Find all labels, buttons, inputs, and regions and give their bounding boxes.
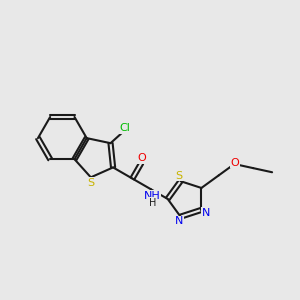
Text: N: N: [175, 216, 183, 226]
Text: H: H: [149, 198, 156, 208]
Text: S: S: [87, 178, 94, 188]
Text: O: O: [137, 153, 146, 163]
Text: Cl: Cl: [120, 123, 131, 133]
Text: S: S: [176, 171, 183, 181]
Text: O: O: [231, 158, 240, 167]
Text: NH: NH: [144, 191, 161, 201]
Text: N: N: [202, 208, 210, 218]
